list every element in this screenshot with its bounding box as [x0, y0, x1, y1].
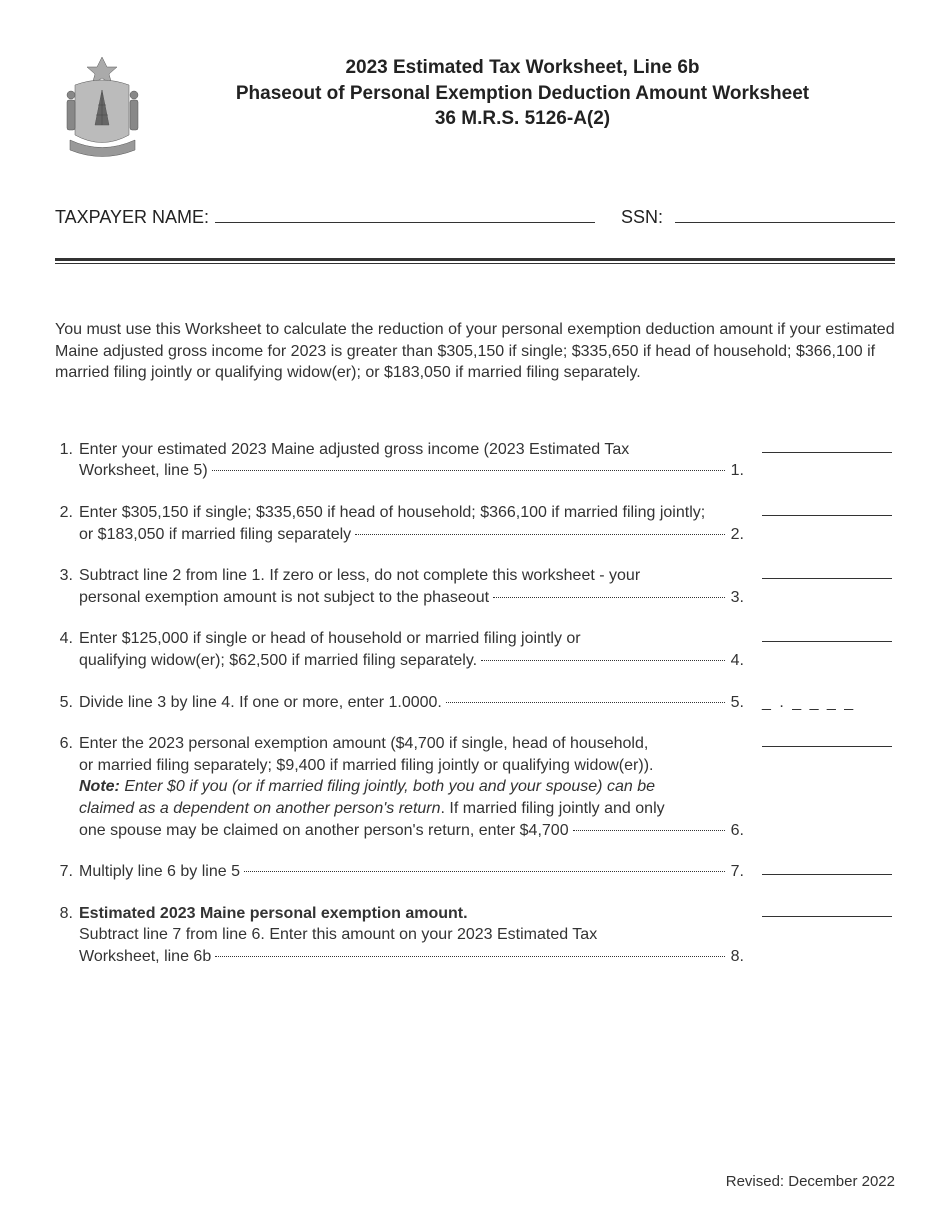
line-2-input[interactable]	[762, 502, 892, 516]
line-1-input[interactable]	[762, 439, 892, 453]
divider-double-rule	[55, 258, 895, 264]
taxpayer-name-label: TAXPAYER NAME:	[55, 207, 209, 228]
line-7-text-a: Multiply line 6 by line 5	[79, 861, 240, 883]
line-6-note-row-2: claimed as a dependent on another person…	[79, 798, 750, 820]
line-2-text-a: Enter $305,150 if single; $335,650 if he…	[79, 502, 750, 524]
revision-footer: Revised: December 2022	[726, 1173, 895, 1190]
title-line-2: Phaseout of Personal Exemption Deduction…	[150, 81, 895, 107]
line-7: 7. Multiply line 6 by line 5 7.	[55, 861, 895, 883]
worksheet-page: 2023 Estimated Tax Worksheet, Line 6b Ph…	[0, 0, 950, 1230]
line-5-end: 5.	[729, 692, 750, 714]
line-2-end: 2.	[729, 524, 750, 546]
line-7-end: 7.	[729, 861, 750, 883]
line-3: 3. Subtract line 2 from line 1. If zero …	[55, 565, 895, 608]
line-3-end: 3.	[729, 587, 750, 609]
title-block: 2023 Estimated Tax Worksheet, Line 6b Ph…	[150, 50, 895, 132]
line-5-text-a: Divide line 3 by line 4. If one or more,…	[79, 692, 442, 714]
line-6-note-c: claimed as a dependent on another person…	[79, 800, 441, 817]
line-6-end: 6.	[729, 820, 750, 842]
line-1-end: 1.	[729, 460, 750, 482]
line-4-end: 4.	[729, 650, 750, 672]
line-8-end: 8.	[729, 946, 750, 968]
line-5-input[interactable]: _ . _ _ _ _	[762, 692, 855, 714]
title-line-1: 2023 Estimated Tax Worksheet, Line 6b	[150, 55, 895, 81]
line-1-text-b: Worksheet, line 5)	[79, 460, 208, 482]
line-6-note-b: Enter $0 if you (or if married filing jo…	[120, 778, 655, 795]
taxpayer-row: TAXPAYER NAME: SSN:	[55, 205, 895, 228]
line-2: 2. Enter $305,150 if single; $335,650 if…	[55, 502, 895, 545]
leader-dots	[355, 534, 725, 535]
line-2-number: 2.	[55, 502, 79, 524]
line-8-bold: Estimated 2023 Maine personal exemption …	[79, 903, 750, 925]
line-1-number: 1.	[55, 439, 79, 461]
state-seal-icon	[55, 55, 150, 165]
line-2-text-b: or $183,050 if married filing separately	[79, 524, 351, 546]
line-6-input[interactable]	[762, 733, 892, 747]
line-7-number: 7.	[55, 861, 79, 883]
title-line-3: 36 M.R.S. 5126-A(2)	[150, 106, 895, 132]
line-6-text-e: one spouse may be claimed on another per…	[79, 820, 569, 842]
line-3-input[interactable]	[762, 565, 892, 579]
line-4-text-b: qualifying widow(er); $62,500 if married…	[79, 650, 477, 672]
line-1-text-a: Enter your estimated 2023 Maine adjusted…	[79, 439, 750, 461]
line-4-number: 4.	[55, 628, 79, 650]
line-8-text-a: Subtract line 7 from line 6. Enter this …	[79, 924, 750, 946]
line-8-text-b: Worksheet, line 6b	[79, 946, 211, 968]
line-6-text-a: Enter the 2023 personal exemption amount…	[79, 733, 750, 755]
ssn-label: SSN:	[621, 207, 663, 228]
leader-dots	[244, 871, 725, 872]
leader-dots	[493, 597, 725, 598]
header-row: 2023 Estimated Tax Worksheet, Line 6b Ph…	[55, 50, 895, 165]
line-1: 1. Enter your estimated 2023 Maine adjus…	[55, 439, 895, 482]
leader-dots	[573, 830, 725, 831]
line-8: 8. Estimated 2023 Maine personal exempti…	[55, 903, 895, 968]
line-5-number: 5.	[55, 692, 79, 714]
worksheet-items: 1. Enter your estimated 2023 Maine adjus…	[55, 439, 895, 968]
leader-dots	[215, 956, 724, 957]
leader-dots	[481, 660, 725, 661]
intro-paragraph: You must use this Worksheet to calculate…	[55, 319, 895, 384]
line-3-number: 3.	[55, 565, 79, 587]
leader-dots	[446, 702, 725, 703]
leader-dots	[212, 470, 725, 471]
line-6-note-label: Note:	[79, 778, 120, 795]
taxpayer-name-input[interactable]	[215, 205, 595, 223]
line-6-number: 6.	[55, 733, 79, 755]
line-4: 4. Enter $125,000 if single or head of h…	[55, 628, 895, 671]
line-8-number: 8.	[55, 903, 79, 925]
line-4-input[interactable]	[762, 628, 892, 642]
line-7-input[interactable]	[762, 861, 892, 875]
line-6-note-d: . If married filing jointly and only	[441, 800, 665, 817]
line-4-text-a: Enter $125,000 if single or head of hous…	[79, 628, 750, 650]
line-3-text-a: Subtract line 2 from line 1. If zero or …	[79, 565, 750, 587]
line-5: 5. Divide line 3 by line 4. If one or mo…	[55, 692, 895, 714]
ssn-input[interactable]	[675, 205, 895, 223]
line-6-note-row: Note: Enter $0 if you (or if married fil…	[79, 776, 750, 798]
line-6: 6. Enter the 2023 personal exemption amo…	[55, 733, 895, 841]
line-8-input[interactable]	[762, 903, 892, 917]
line-3-text-b: personal exemption amount is not subject…	[79, 587, 489, 609]
line-6-text-b: or married filing separately; $9,400 if …	[79, 755, 750, 777]
